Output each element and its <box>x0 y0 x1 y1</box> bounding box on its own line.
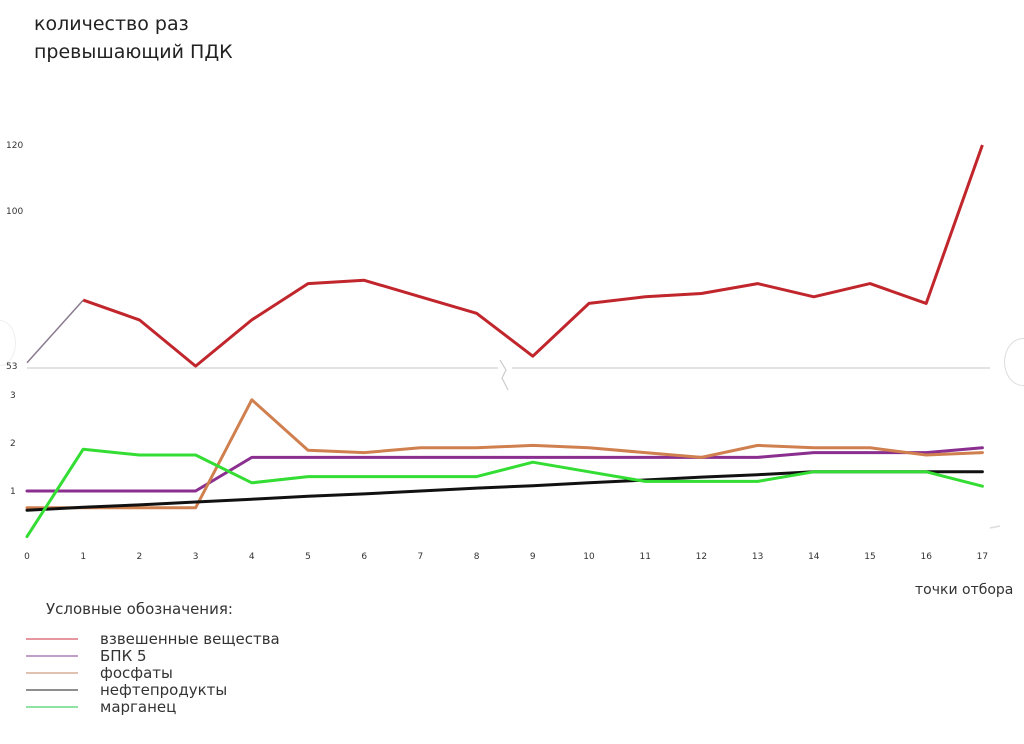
x-tick-label: 13 <box>752 552 763 562</box>
y-tick-label-lower: 1 <box>10 487 16 497</box>
x-tick-label: 0 <box>24 552 30 562</box>
y-tick-label-upper: 53 <box>6 362 17 372</box>
legend: Условные обозначения: взвешенные веществ… <box>26 600 280 716</box>
x-tick-label: 3 <box>193 552 199 562</box>
bpk5-series-line <box>25 446 984 493</box>
legend-title: Условные обозначения: <box>46 600 233 618</box>
x-tick-label: 15 <box>864 552 875 562</box>
legend-item-label: взвешенные вещества <box>100 629 280 648</box>
legend-item-label: БПК 5 <box>100 646 147 665</box>
legend-item-label: марганец <box>100 697 177 716</box>
x-tick-label: 8 <box>474 552 480 562</box>
x-axis-label: точки отбора <box>915 582 1014 598</box>
x-tick-label: 7 <box>418 552 424 562</box>
y-tick-label-lower: 2 <box>10 439 16 449</box>
manganese-series-line <box>25 447 984 539</box>
chart-title: количество раз превышающий ПДК <box>34 10 233 66</box>
x-tick-label: 4 <box>249 552 255 562</box>
legend-item: марганец <box>26 697 280 716</box>
chart-title-line-1: количество раз <box>34 13 189 35</box>
x-tick-label: 10 <box>583 552 595 562</box>
chart-title-line-2: превышающий ПДК <box>34 41 233 63</box>
x-tick-label: 14 <box>808 552 820 562</box>
y-tick-label-upper: 100 <box>6 207 23 217</box>
y-tick-label-lower: 3 <box>10 391 16 401</box>
legend-line-swatch <box>26 688 78 691</box>
legend-line-swatch <box>26 671 78 674</box>
suspended-solids-series-line <box>82 144 984 368</box>
x-tick-label: 1 <box>80 552 86 562</box>
x-tick-label: 11 <box>639 552 650 562</box>
x-tick-label: 9 <box>530 552 536 562</box>
legend-item-label: фосфаты <box>100 663 173 682</box>
legend-line-swatch <box>26 705 78 708</box>
legend-line-swatch <box>26 637 78 640</box>
x-tick-label: 17 <box>977 552 988 562</box>
legend-item-label: нефтепродукты <box>100 680 228 699</box>
x-tick-label: 2 <box>137 552 143 562</box>
axis-arrow-mark <box>989 525 1001 529</box>
legend-item: взвешенные вещества <box>26 629 280 648</box>
x-tick-label: 16 <box>920 552 932 562</box>
legend-item: нефтепродукты <box>26 680 280 699</box>
legend-line-swatch <box>26 654 78 657</box>
phosphates-series-line <box>25 398 984 510</box>
x-tick-label: 5 <box>305 552 311 562</box>
x-tick-label: 6 <box>361 552 367 562</box>
y-tick-label-upper: 120 <box>6 141 23 151</box>
legend-item: БПК 5 <box>26 646 280 665</box>
suspended-solids-first-segment <box>26 299 84 364</box>
legend-item: фосфаты <box>26 663 280 682</box>
x-tick-label: 12 <box>696 552 707 562</box>
axis-break-mark <box>499 359 509 391</box>
